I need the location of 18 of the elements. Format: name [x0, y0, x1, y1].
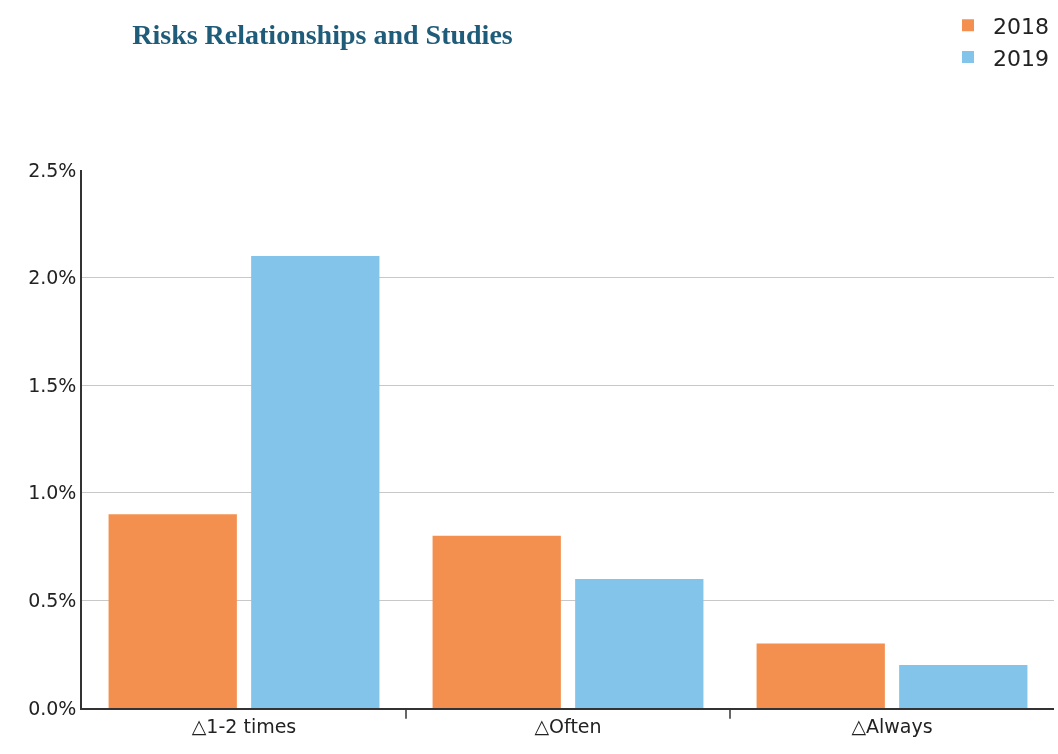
legend-label: 2018 — [993, 13, 1049, 39]
bar — [756, 643, 885, 708]
bar — [432, 535, 561, 708]
bar — [899, 664, 1028, 708]
x-tick-label: △Always — [851, 714, 933, 737]
y-tick-label: 2.0% — [28, 266, 77, 289]
y-tick-label: 1.5% — [28, 373, 77, 396]
bar — [108, 514, 237, 708]
bar — [251, 256, 380, 708]
legend-label: 2019 — [993, 45, 1049, 71]
chart-title: Risks Relationships and Studies — [132, 18, 513, 50]
y-tick-label: 0.0% — [28, 696, 77, 719]
x-tick-label: △1-2 times — [191, 714, 297, 737]
y-tick-label: 2.5% — [28, 158, 77, 181]
bar — [575, 578, 704, 708]
y-tick-label: 1.0% — [28, 481, 77, 504]
x-tick-label: △Often — [534, 714, 602, 737]
y-tick-label: 0.5% — [28, 589, 77, 612]
